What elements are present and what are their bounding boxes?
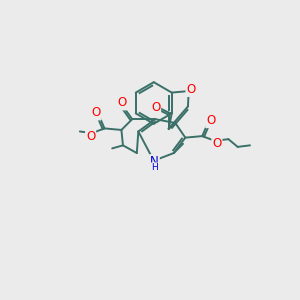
Text: O: O	[92, 106, 100, 119]
Text: O: O	[151, 101, 160, 114]
Text: H: H	[151, 163, 158, 172]
Text: O: O	[206, 114, 215, 127]
Text: O: O	[86, 130, 95, 142]
Text: O: O	[118, 97, 127, 110]
Text: N: N	[150, 155, 159, 168]
Text: O: O	[212, 136, 221, 149]
Text: O: O	[186, 83, 196, 96]
